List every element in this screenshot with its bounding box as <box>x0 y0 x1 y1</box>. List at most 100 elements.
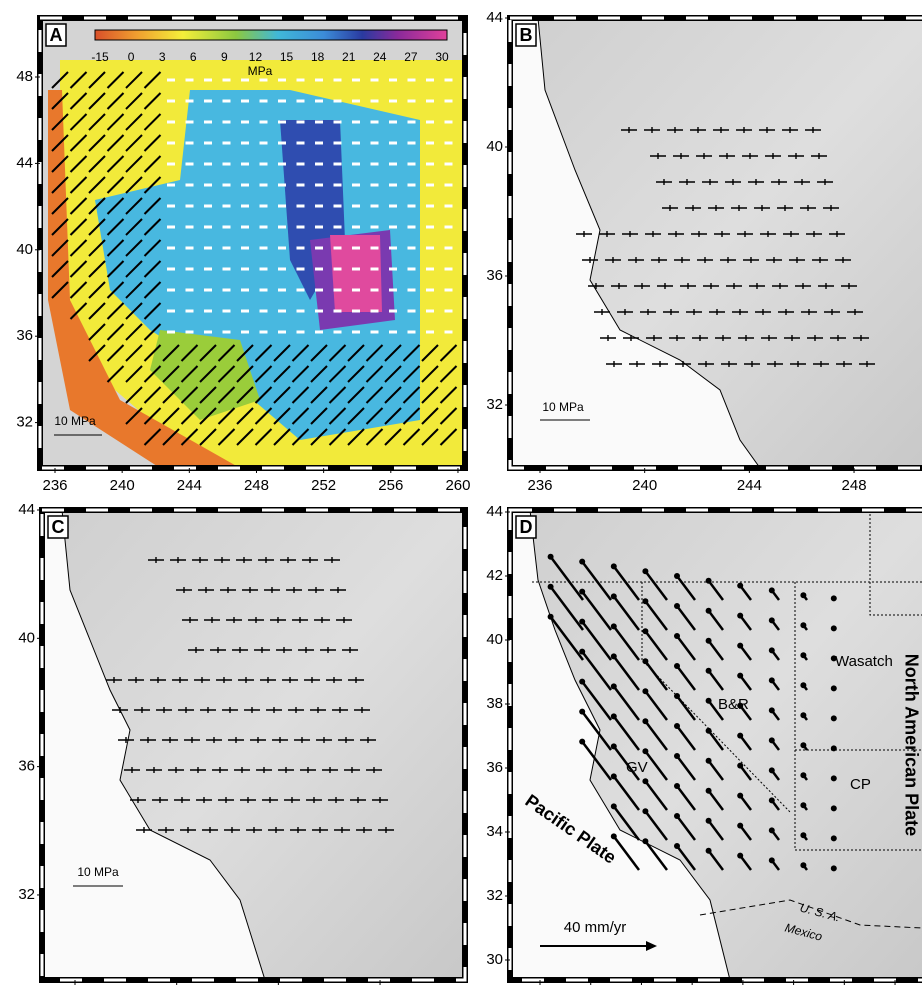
velocity-arrow-head <box>674 813 680 819</box>
velocity-arrow-head <box>548 554 554 560</box>
velocity-arrow-head <box>737 763 743 769</box>
velocity-arrow-head <box>579 739 585 745</box>
velocity-arrow-head <box>706 728 712 734</box>
velocity-arrow-head <box>831 595 837 601</box>
panel-label: C <box>52 517 65 537</box>
y-tick-label: 44 <box>16 154 33 171</box>
velocity-arrow-head <box>674 753 680 759</box>
velocity-arrow-head <box>706 608 712 614</box>
velocity-arrow-head <box>642 688 648 694</box>
velocity-arrow-head <box>642 838 648 844</box>
velocity-arrow-head <box>706 668 712 674</box>
x-tick-label: 236 <box>42 477 67 494</box>
velocity-arrow-head <box>579 589 585 595</box>
y-tick-label: 48 <box>16 68 33 85</box>
velocity-arrow-head <box>548 584 554 590</box>
colorbar-tick-label: 18 <box>311 50 325 64</box>
velocity-arrow-head <box>800 742 806 748</box>
velocity-arrow-head <box>674 573 680 579</box>
annotation: North American Plate <box>901 654 921 836</box>
velocity-arrow-head <box>642 568 648 574</box>
y-tick-label: 32 <box>486 887 503 904</box>
velocity-arrow-head <box>611 683 617 689</box>
y-tick-label: 44 <box>486 503 503 520</box>
y-tick-label: 32 <box>18 886 35 903</box>
velocity-arrow-head <box>674 603 680 609</box>
velocity-arrow-head <box>548 614 554 620</box>
colorbar-tick-label: 21 <box>342 50 356 64</box>
velocity-arrow-head <box>769 677 775 683</box>
velocity-arrow-head <box>674 783 680 789</box>
x-tick-label: 236 <box>527 477 552 494</box>
velocity-arrow-head <box>579 649 585 655</box>
velocity-arrow-head <box>769 767 775 773</box>
panel-a-field <box>40 18 465 468</box>
x-tick-label: 252 <box>311 477 336 494</box>
velocity-arrow-head <box>737 583 743 589</box>
x-tick-label: 260 <box>445 477 470 494</box>
velocity-arrow-head <box>800 712 806 718</box>
scale-label: 10 MPa <box>77 865 119 879</box>
x-tick-label: 248 <box>842 477 867 494</box>
velocity-arrow-head <box>737 673 743 679</box>
velocity-arrow-head <box>800 622 806 628</box>
velocity-arrow-head <box>800 832 806 838</box>
annotation: Wasatch <box>835 653 893 670</box>
y-tick-label: 40 <box>18 629 35 646</box>
velocity-arrow-head <box>579 619 585 625</box>
velocity-arrow-head <box>831 745 837 751</box>
velocity-arrow-head <box>800 802 806 808</box>
velocity-arrow-head <box>769 857 775 863</box>
velocity-arrow-head <box>831 865 837 871</box>
y-tick-label: 36 <box>486 759 503 776</box>
velocity-arrow-head <box>769 617 775 623</box>
x-tick-label: 244 <box>177 477 202 494</box>
y-tick-label: 44 <box>18 501 35 518</box>
y-tick-label: 44 <box>486 9 503 26</box>
colorbar-tick-label: 30 <box>435 50 449 64</box>
annotation: GV <box>626 759 648 776</box>
y-tick-label: 30 <box>486 951 503 968</box>
velocity-arrow-head <box>706 698 712 704</box>
velocity-arrow-head <box>611 833 617 839</box>
colorbar <box>95 30 447 40</box>
velocity-arrow-head <box>706 638 712 644</box>
velocity-arrow-head <box>800 862 806 868</box>
x-tick-label: 240 <box>632 477 657 494</box>
velocity-arrow-head <box>642 628 648 634</box>
velocity-arrow-head <box>579 559 585 565</box>
velocity-arrow-head <box>611 563 617 569</box>
scale-label: 10 MPa <box>54 414 96 428</box>
velocity-arrow-head <box>831 775 837 781</box>
velocity-arrow-head <box>611 773 617 779</box>
velocity-arrow-head <box>674 843 680 849</box>
velocity-arrow-head <box>831 805 837 811</box>
x-tick-label: 256 <box>378 477 403 494</box>
colorbar-tick-label: 9 <box>221 50 228 64</box>
colorbar-tick-label: 27 <box>404 50 418 64</box>
velocity-arrow-head <box>737 793 743 799</box>
scale-label: 10 MPa <box>542 400 584 414</box>
velocity-arrow-head <box>642 808 648 814</box>
x-tick-label: 244 <box>737 477 762 494</box>
velocity-arrow-head <box>769 707 775 713</box>
velocity-arrow-head <box>579 679 585 685</box>
velocity-arrow-head <box>706 578 712 584</box>
velocity-arrow-head <box>706 758 712 764</box>
panel-label: A <box>50 25 63 45</box>
velocity-arrow-head <box>831 625 837 631</box>
y-tick-label: 36 <box>16 327 33 344</box>
colorbar-tick-label: 0 <box>128 50 135 64</box>
page: {"panels": [ {"label": "A", "xticks": [2… <box>0 0 922 988</box>
velocity-arrow-head <box>674 633 680 639</box>
velocity-arrow-head <box>611 593 617 599</box>
velocity-arrow-head <box>800 652 806 658</box>
y-tick-label: 38 <box>486 695 503 712</box>
y-tick-label: 32 <box>16 414 33 431</box>
velocity-arrow-head <box>674 723 680 729</box>
velocity-arrow-head <box>831 685 837 691</box>
colorbar-tick-label: 15 <box>280 50 294 64</box>
velocity-arrow-head <box>674 693 680 699</box>
velocity-arrow-head <box>769 797 775 803</box>
annotation: B&R <box>718 696 749 713</box>
